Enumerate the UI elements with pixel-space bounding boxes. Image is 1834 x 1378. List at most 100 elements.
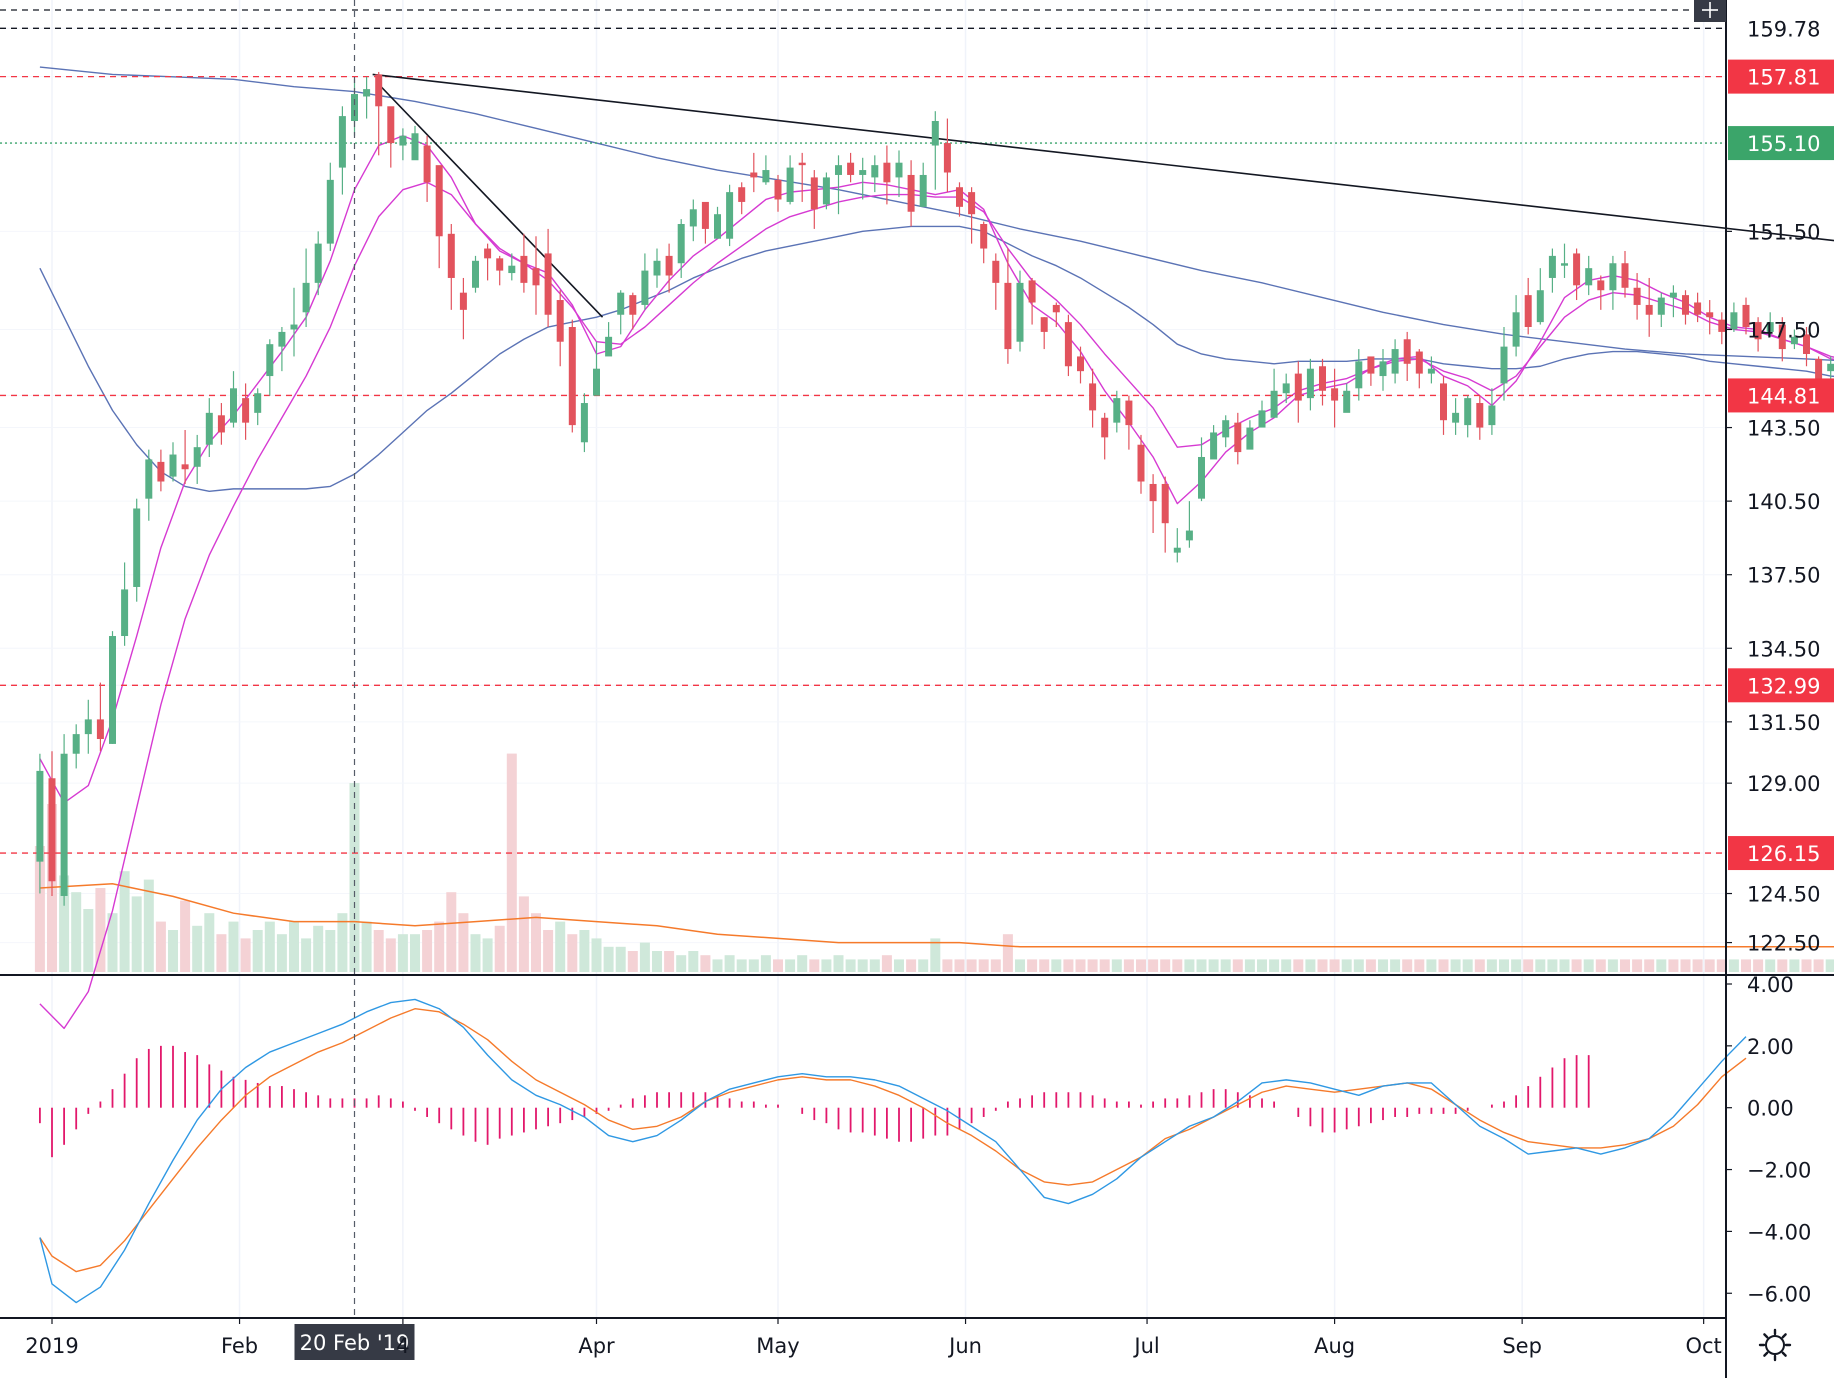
candle-body[interactable] [1536, 290, 1544, 323]
candle-body[interactable] [84, 719, 92, 735]
candle-body[interactable] [1077, 356, 1084, 372]
candle-body[interactable] [677, 224, 685, 264]
candle-body[interactable] [568, 327, 576, 426]
candle-body[interactable] [1633, 287, 1641, 305]
candle-body[interactable] [1585, 268, 1593, 286]
candle-body[interactable] [762, 170, 770, 183]
candle-body[interactable] [1803, 334, 1810, 354]
gear-icon-ring[interactable] [1765, 1335, 1785, 1355]
candle-body[interactable] [1004, 282, 1012, 350]
candle-body[interactable] [1403, 339, 1411, 364]
candle-body[interactable] [145, 459, 153, 499]
candle-body[interactable] [1125, 400, 1133, 426]
candle-body[interactable] [943, 143, 951, 173]
candle-body[interactable] [1500, 346, 1508, 384]
candle-body[interactable] [580, 403, 588, 443]
candle-body[interactable] [847, 162, 855, 175]
candle-body[interactable] [701, 201, 709, 229]
candle-body[interactable] [181, 464, 189, 470]
candle-body[interactable] [1064, 322, 1072, 367]
candle-body[interactable] [919, 174, 927, 207]
candle-body[interactable] [1306, 368, 1314, 399]
candle-body[interactable] [48, 778, 56, 882]
candle-body[interactable] [1258, 410, 1266, 428]
candle-body[interactable] [193, 447, 201, 467]
candle-body[interactable] [798, 162, 806, 166]
candle-body[interactable] [968, 192, 976, 215]
horizontal-levels[interactable] [0, 27, 1726, 854]
candle-body[interactable] [1355, 361, 1363, 389]
candle-body[interactable] [1778, 324, 1786, 350]
candle-body[interactable] [1766, 322, 1774, 332]
gear-icon-tooth[interactable] [1781, 1351, 1787, 1357]
candle-body[interactable] [1379, 361, 1387, 377]
candle-body[interactable] [750, 172, 758, 178]
candle-body[interactable] [1754, 322, 1762, 340]
candle-body[interactable] [157, 461, 165, 482]
candle-body[interactable] [1718, 319, 1726, 332]
candle-body[interactable] [1234, 422, 1242, 453]
candle-body[interactable] [1113, 398, 1121, 423]
candle-body[interactable] [1476, 403, 1484, 428]
candle-body[interactable] [1040, 317, 1048, 332]
candle-body[interactable] [1343, 390, 1351, 413]
candle-body[interactable] [1319, 366, 1326, 391]
candle-body[interactable] [1657, 297, 1665, 315]
candle-body[interactable] [230, 388, 237, 423]
candle-body[interactable] [1512, 312, 1520, 347]
candle-body[interactable] [532, 268, 540, 286]
candle-body[interactable] [1548, 255, 1556, 278]
candle-body[interactable] [1827, 363, 1834, 372]
candle-body[interactable] [1016, 282, 1024, 342]
candle-body[interactable] [726, 192, 734, 239]
candle-body[interactable] [1694, 302, 1702, 315]
candle-body[interactable] [266, 344, 274, 377]
candle-body[interactable] [931, 121, 939, 146]
candle-body[interactable] [1427, 368, 1435, 374]
candle-body[interactable] [859, 170, 867, 175]
candle-body[interactable] [1367, 356, 1375, 374]
candle-body[interactable] [484, 248, 492, 259]
candle-body[interactable] [326, 179, 334, 244]
candle-body[interactable] [375, 74, 383, 107]
candle-body[interactable] [1137, 444, 1145, 482]
candle-body[interactable] [36, 770, 44, 862]
candle-body[interactable] [1198, 456, 1205, 499]
candle-body[interactable] [72, 734, 80, 754]
candle-body[interactable] [1645, 304, 1653, 315]
candle-body[interactable] [1815, 358, 1823, 381]
candle-body[interactable] [1089, 383, 1097, 411]
candle-body[interactable] [1331, 388, 1339, 401]
candle-body[interactable] [1222, 420, 1230, 438]
candle-body[interactable] [423, 145, 431, 183]
gear-icon-tooth[interactable] [1781, 1333, 1787, 1339]
candle-body[interactable] [1149, 483, 1157, 502]
candle-body[interactable] [1052, 304, 1060, 313]
candle-body[interactable] [1561, 263, 1568, 266]
candle-body[interactable] [1669, 292, 1677, 298]
candle-body[interactable] [653, 260, 661, 276]
trendline[interactable] [378, 83, 604, 318]
candle-body[interactable] [1415, 351, 1423, 374]
candle-body[interactable] [1294, 373, 1302, 401]
candle-body[interactable] [520, 255, 528, 283]
candle-body[interactable] [1790, 336, 1798, 345]
candle-body[interactable] [871, 165, 879, 178]
candle-body[interactable] [1173, 547, 1181, 553]
candle-body[interactable] [496, 258, 504, 271]
candle-body[interactable] [992, 260, 1000, 283]
candle-body[interactable] [738, 187, 746, 202]
candle-body[interactable] [290, 324, 298, 330]
candles[interactable] [36, 71, 1834, 906]
candle-body[interactable] [1185, 530, 1193, 541]
candle-body[interactable] [302, 282, 310, 313]
candle-body[interactable] [629, 295, 637, 315]
candle-body[interactable] [1210, 432, 1218, 460]
candle-body[interactable] [1246, 427, 1254, 450]
trendline[interactable] [372, 73, 1834, 243]
candle-body[interactable] [1391, 349, 1399, 374]
candle-body[interactable] [435, 165, 443, 237]
candle-body[interactable] [593, 368, 600, 396]
candle-body[interactable] [1573, 253, 1581, 286]
trendlines[interactable] [372, 73, 1834, 318]
